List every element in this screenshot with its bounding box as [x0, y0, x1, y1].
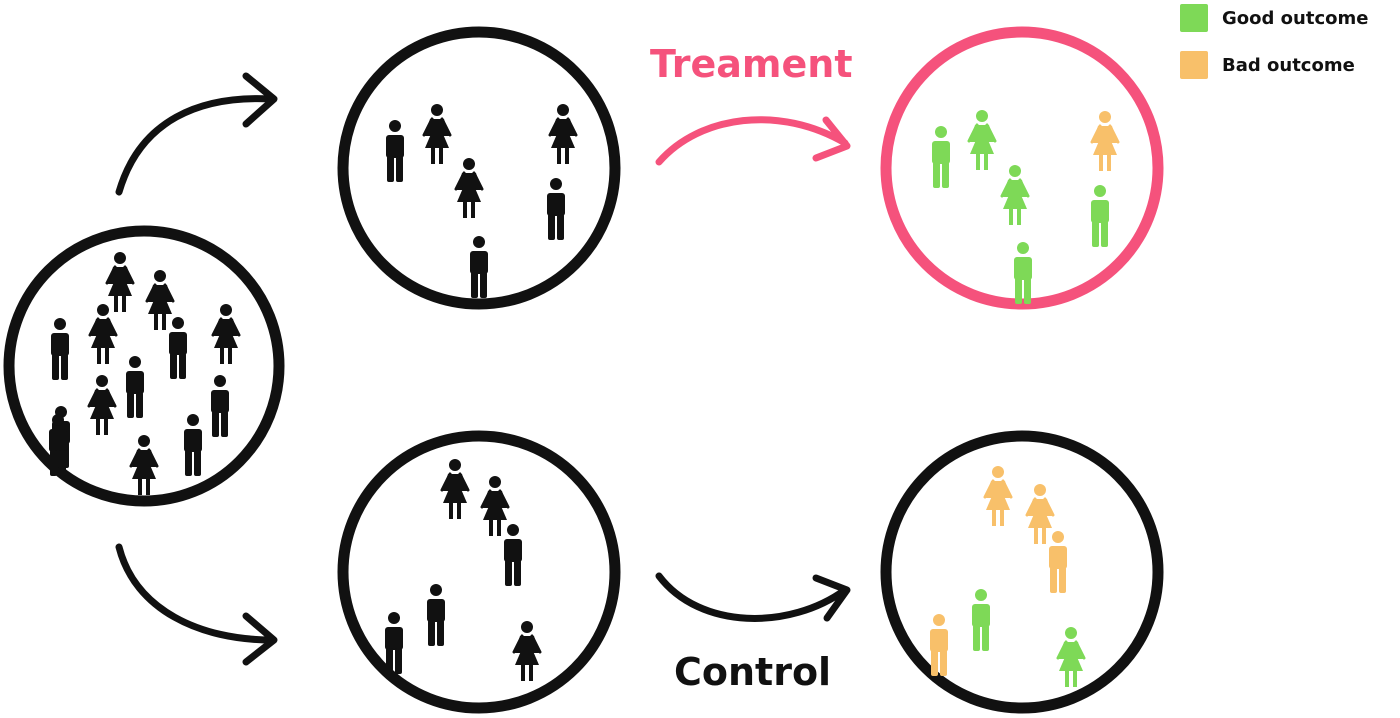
treatment-after-female-icon — [967, 110, 997, 170]
treatment-after-male-icon — [932, 126, 950, 188]
treatment-before-male-icon — [470, 236, 488, 298]
split-arrow-bottom-head — [242, 612, 278, 666]
control-label: Control — [674, 650, 832, 694]
control-arrow — [655, 572, 849, 622]
control-after-female-icon — [1025, 484, 1055, 544]
treatment-after-female-icon — [1000, 165, 1030, 225]
population-male-icon — [126, 356, 144, 418]
treatment-arrow — [655, 116, 849, 166]
treatment-before-male-icon — [386, 120, 404, 182]
split-arrow-bottom — [115, 543, 276, 644]
population-male-icon — [211, 375, 229, 437]
treatment-before-female-icon — [454, 158, 484, 218]
treatment-after-ring — [880, 26, 1164, 310]
treatment-before-female-icon — [548, 104, 578, 164]
population-female-icon — [211, 304, 241, 364]
control-before-ring — [337, 430, 621, 714]
population-female-icon — [145, 270, 175, 330]
treatment-arrow-head — [812, 116, 851, 162]
population-male-icon — [184, 414, 202, 476]
legend-good-label: Good outcome — [1222, 7, 1369, 29]
control-after-male-icon — [930, 614, 948, 676]
treatment-after-male-icon — [1014, 242, 1032, 304]
treatment-after-male-icon — [1091, 185, 1109, 247]
control-after-female-icon — [983, 466, 1013, 526]
control-before-female-icon — [440, 459, 470, 519]
population-female-icon — [88, 304, 118, 364]
bad-outcome-swatch — [1180, 51, 1208, 79]
treatment-before-ring — [337, 26, 621, 310]
population-male-icon — [169, 317, 187, 379]
population-ring — [3, 225, 285, 507]
treatment-before-female-icon — [422, 104, 452, 164]
population-female-icon — [87, 375, 117, 435]
control-before-female-icon — [512, 621, 542, 681]
control-before-male-icon — [427, 584, 445, 646]
legend-bad-label: Bad outcome — [1222, 54, 1355, 76]
treatment-label: Treament — [650, 42, 853, 86]
control-after-ring — [880, 430, 1164, 714]
legend-bad: Bad outcome — [1180, 51, 1355, 79]
control-arrow-head — [812, 574, 851, 622]
split-arrow-top-head — [242, 72, 278, 128]
control-before-male-icon — [385, 612, 403, 674]
split-arrow-top — [115, 95, 276, 196]
treatment-before-male-icon — [547, 178, 565, 240]
people-layer — [49, 104, 1120, 687]
population-male-icon — [49, 414, 67, 476]
population-female-icon — [105, 252, 135, 312]
population-female-icon — [129, 435, 159, 495]
control-after-male-icon — [1049, 531, 1067, 593]
population-male-icon — [51, 318, 69, 380]
control-after-female-icon — [1056, 627, 1086, 687]
control-before-female-icon — [480, 476, 510, 536]
good-outcome-swatch — [1180, 4, 1208, 32]
control-before-male-icon — [504, 524, 522, 586]
control-after-male-icon — [972, 589, 990, 651]
legend-good: Good outcome — [1180, 4, 1368, 32]
treatment-after-female-icon — [1090, 111, 1120, 171]
